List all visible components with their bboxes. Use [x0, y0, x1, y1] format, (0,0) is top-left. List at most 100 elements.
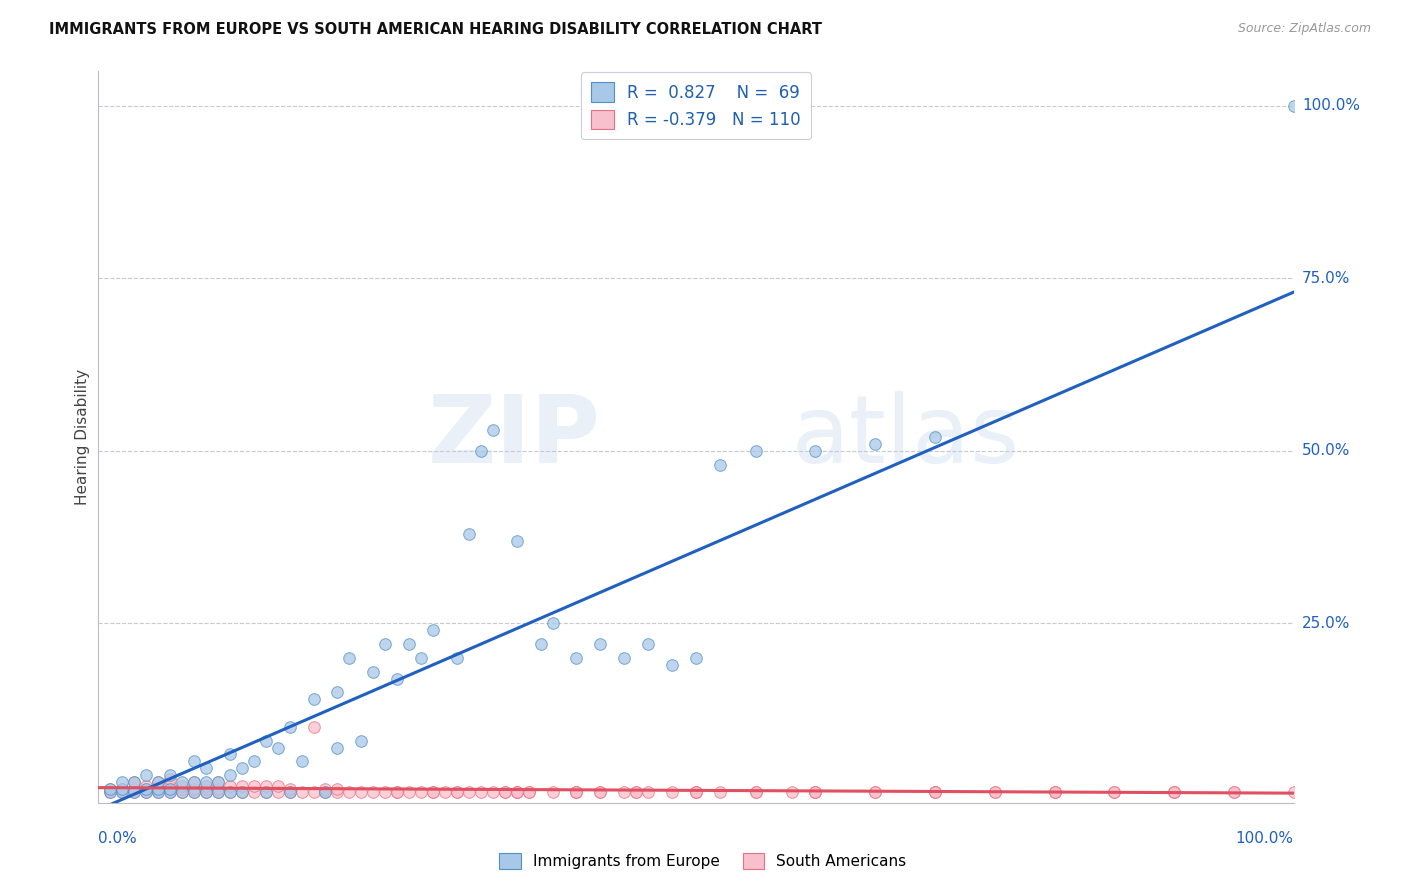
Text: 0.0%: 0.0%	[98, 830, 138, 846]
Point	[745, 785, 768, 799]
Point	[385, 785, 409, 799]
Point	[194, 775, 217, 789]
Point	[98, 782, 122, 797]
Point	[433, 785, 456, 799]
Point	[1043, 785, 1066, 799]
Point	[506, 785, 529, 799]
Point	[541, 785, 564, 799]
Point	[529, 637, 551, 651]
Point	[804, 785, 827, 799]
Point	[411, 785, 433, 799]
Point	[98, 782, 122, 797]
Point	[637, 637, 659, 651]
Point	[148, 782, 170, 797]
Point	[446, 785, 468, 799]
Point	[541, 616, 564, 631]
Point	[565, 651, 588, 665]
Point	[685, 651, 707, 665]
Point	[254, 785, 277, 799]
Point	[267, 785, 290, 799]
Point	[804, 785, 827, 799]
Point	[159, 768, 181, 782]
Point	[613, 785, 636, 799]
Point	[278, 785, 301, 799]
Point	[1222, 785, 1246, 799]
Point	[350, 785, 373, 799]
Point	[589, 785, 612, 799]
Point	[290, 755, 312, 769]
Point	[422, 624, 444, 638]
Point	[315, 785, 337, 799]
Point	[385, 672, 409, 686]
Point	[148, 785, 170, 799]
Point	[219, 785, 242, 799]
Point	[661, 785, 683, 799]
Point	[183, 785, 205, 799]
Point	[278, 720, 301, 734]
Point	[159, 772, 181, 786]
Y-axis label: Hearing Disability: Hearing Disability	[75, 369, 90, 505]
Point	[565, 785, 588, 799]
Point	[98, 785, 122, 799]
Point	[194, 785, 217, 799]
Point	[924, 785, 946, 799]
Point	[385, 785, 409, 799]
Point	[302, 692, 325, 706]
Point	[924, 785, 946, 799]
Point	[194, 782, 217, 797]
Point	[194, 779, 217, 793]
Point	[98, 785, 122, 799]
Point	[924, 785, 946, 799]
Point	[1043, 785, 1066, 799]
Point	[613, 651, 636, 665]
Point	[363, 785, 385, 799]
Point	[148, 775, 170, 789]
Point	[219, 779, 242, 793]
Point	[219, 747, 242, 762]
Point	[159, 785, 181, 799]
Point	[1163, 785, 1185, 799]
Point	[194, 785, 217, 799]
Point	[1163, 785, 1185, 799]
Point	[709, 458, 731, 472]
Point	[326, 785, 349, 799]
Text: 25.0%: 25.0%	[1302, 615, 1350, 631]
Point	[685, 785, 707, 799]
Point	[267, 740, 290, 755]
Point	[243, 785, 266, 799]
Point	[148, 782, 170, 797]
Point	[315, 782, 337, 797]
Point	[135, 768, 157, 782]
Point	[302, 785, 325, 799]
Point	[124, 785, 146, 799]
Point	[231, 785, 253, 799]
Point	[1282, 785, 1305, 799]
Point	[804, 785, 827, 799]
Text: atlas: atlas	[792, 391, 1019, 483]
Point	[231, 761, 253, 775]
Point	[398, 785, 420, 799]
Point	[1282, 99, 1305, 113]
Text: ZIP: ZIP	[427, 391, 600, 483]
Legend: R =  0.827    N =  69, R = -0.379   N = 110: R = 0.827 N = 69, R = -0.379 N = 110	[581, 72, 811, 139]
Point	[624, 785, 647, 799]
Point	[422, 785, 444, 799]
Point	[983, 785, 1005, 799]
Point	[207, 785, 229, 799]
Point	[135, 782, 157, 797]
Point	[315, 785, 337, 799]
Point	[135, 785, 157, 799]
Point	[506, 785, 529, 799]
Point	[745, 785, 768, 799]
Point	[337, 785, 360, 799]
Point	[124, 785, 146, 799]
Point	[326, 685, 349, 699]
Point	[254, 785, 277, 799]
Point	[446, 651, 468, 665]
Point	[804, 443, 827, 458]
Point	[363, 665, 385, 679]
Point	[565, 785, 588, 799]
Point	[458, 785, 481, 799]
Point	[207, 785, 229, 799]
Point	[254, 733, 277, 747]
